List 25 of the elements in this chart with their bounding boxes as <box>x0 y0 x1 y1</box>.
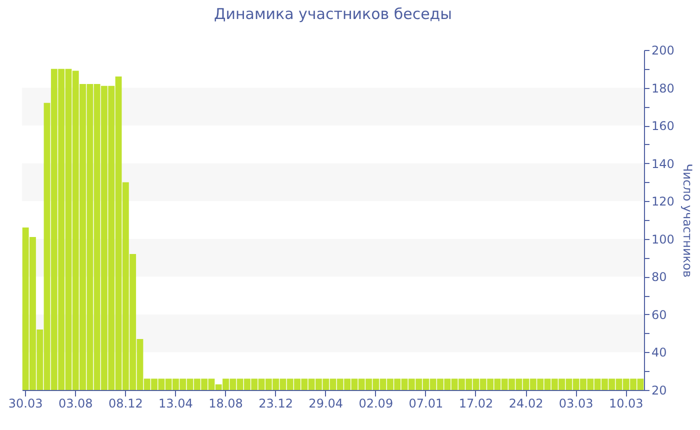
x-tick-label: 10.03 <box>608 396 644 410</box>
x-tick-label: 03.08 <box>58 396 93 410</box>
x-tick-label: 30.03 <box>8 396 43 410</box>
y-tick-label: 60 <box>652 308 667 322</box>
x-tick-label: 24.02 <box>508 396 544 410</box>
y-tick-label: 200 <box>652 44 674 58</box>
x-tick-label: 29.04 <box>308 396 344 410</box>
x-tick-label: 08.12 <box>108 396 143 410</box>
y-axis-title: Число участников <box>680 164 694 278</box>
x-tick-label: 18.08 <box>208 396 243 410</box>
x-tick-label: 02.09 <box>358 396 394 410</box>
y-tick-label: 100 <box>652 232 674 246</box>
x-tick-label: 07.01 <box>408 396 444 410</box>
y-tick-label: 120 <box>652 194 674 209</box>
y-tick-label: 40 <box>652 346 667 360</box>
y-tick-label: 160 <box>652 119 674 134</box>
chart-title: Динамика участников беседы <box>214 5 452 23</box>
y-tick-label: 20 <box>652 384 667 398</box>
y-tick-label: 180 <box>652 81 674 96</box>
x-tick-label: 13.04 <box>158 396 193 410</box>
y-tick-label: 80 <box>652 270 667 284</box>
y-tick-label: 140 <box>652 156 674 171</box>
x-tick-label: 03.03 <box>558 396 594 410</box>
x-tick-label: 17.02 <box>458 396 494 410</box>
x-tick-label: 23.12 <box>258 396 293 410</box>
